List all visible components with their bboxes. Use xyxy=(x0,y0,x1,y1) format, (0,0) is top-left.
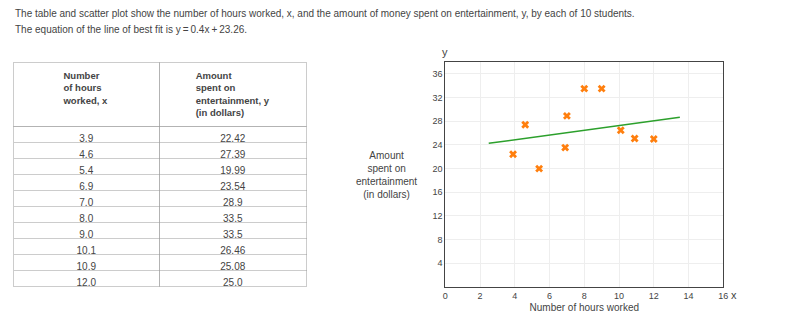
svg-text:33.5: 33.5 xyxy=(223,228,243,240)
svg-text:y: y xyxy=(442,46,448,58)
svg-text:12: 12 xyxy=(433,211,443,221)
svg-text:4: 4 xyxy=(512,291,517,301)
svg-text:Amountspent onentertainment(in: Amountspent onentertainment(in dollars) xyxy=(356,150,417,200)
svg-text:26.46: 26.46 xyxy=(220,244,246,256)
svg-text:20: 20 xyxy=(433,164,443,174)
svg-text:19.99: 19.99 xyxy=(220,164,246,176)
svg-text:36: 36 xyxy=(433,69,443,79)
svg-text:33.5: 33.5 xyxy=(223,212,243,224)
svg-text:12.0: 12.0 xyxy=(77,277,97,287)
svg-text:24: 24 xyxy=(433,140,443,150)
svg-text:4.6: 4.6 xyxy=(79,148,94,160)
svg-text:32: 32 xyxy=(433,93,443,103)
svg-text:6.9: 6.9 xyxy=(79,180,94,192)
svg-text:22.42: 22.42 xyxy=(220,132,246,144)
svg-text:x: x xyxy=(731,289,737,301)
svg-text:The table and scatter plot sho: The table and scatter plot show the numb… xyxy=(15,8,635,19)
svg-text:The equation of the line of be: The equation of the line of best fit is … xyxy=(15,24,247,35)
svg-text:5.4: 5.4 xyxy=(79,164,94,176)
svg-text:10.9: 10.9 xyxy=(76,260,96,272)
svg-text:25.0: 25.0 xyxy=(223,277,243,287)
svg-text:16: 16 xyxy=(433,187,443,197)
svg-text:10.1: 10.1 xyxy=(76,244,96,256)
svg-text:28.9: 28.9 xyxy=(223,196,243,208)
svg-text:8.0: 8.0 xyxy=(79,212,94,224)
svg-text:Amountspent onentertainment, y: Amountspent onentertainment, y(in dollar… xyxy=(196,70,270,118)
svg-text:28: 28 xyxy=(433,116,443,126)
svg-text:3.9: 3.9 xyxy=(79,132,94,144)
svg-text:25.08: 25.08 xyxy=(220,260,246,272)
svg-text:27.39: 27.39 xyxy=(220,148,246,160)
svg-text:23.54: 23.54 xyxy=(220,180,246,192)
svg-text:8: 8 xyxy=(438,235,443,245)
svg-text:6: 6 xyxy=(547,291,552,301)
svg-text:10: 10 xyxy=(614,291,624,301)
svg-text:16: 16 xyxy=(718,291,728,301)
svg-text:14: 14 xyxy=(683,291,693,301)
svg-text:0: 0 xyxy=(443,291,448,301)
svg-text:4: 4 xyxy=(438,258,443,268)
svg-text:Numberof hoursworked, x: Numberof hoursworked, x xyxy=(62,70,108,106)
svg-text:9.0: 9.0 xyxy=(79,228,94,240)
svg-text:Number of hours worked: Number of hours worked xyxy=(530,302,640,313)
svg-text:2: 2 xyxy=(478,291,483,301)
svg-text:7.0: 7.0 xyxy=(79,196,94,208)
svg-text:8: 8 xyxy=(582,291,587,301)
svg-text:12: 12 xyxy=(649,291,659,301)
